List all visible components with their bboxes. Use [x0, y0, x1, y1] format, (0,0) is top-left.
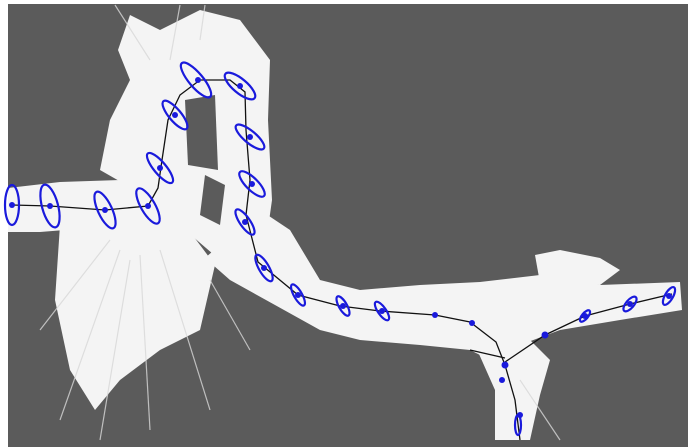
slam-map: [0, 0, 688, 447]
page: (() => { const data = JSON.parse(documen…: [0, 0, 688, 447]
